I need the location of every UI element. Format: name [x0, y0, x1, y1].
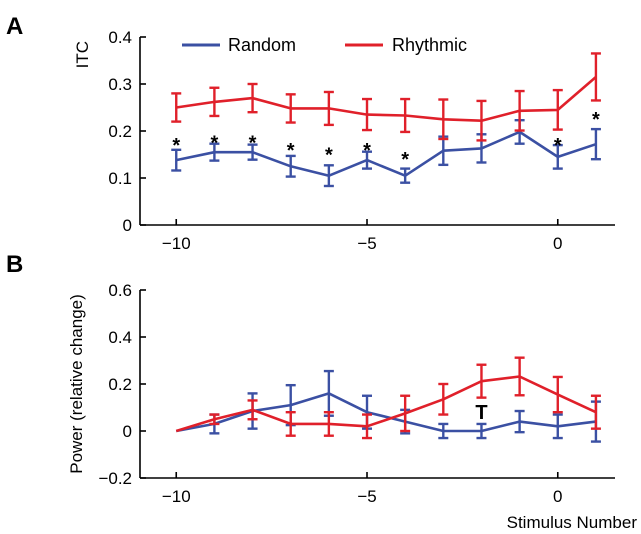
- annotation: *: [554, 135, 562, 157]
- annotation: *: [210, 133, 218, 155]
- series-line: [175, 130, 597, 177]
- y-tick-label: 0.4: [108, 328, 132, 347]
- y-tick-label: 0.6: [108, 281, 132, 300]
- series-rhythmic: [171, 52, 601, 142]
- y-tick-label: 0: [123, 422, 132, 441]
- y-tick-label: 0.2: [108, 122, 132, 141]
- x-tick-label: −10: [162, 234, 191, 253]
- panel-b: −0.2 0 0.2 0.4 0.6 −10 −5 0 Power (relative chan…: [67, 281, 637, 532]
- x-tick-label: 0: [553, 234, 562, 253]
- x-axis-title: Stimulus Number: [507, 513, 638, 532]
- y-tick-label: 0: [123, 216, 132, 235]
- x-tick-label: 0: [553, 487, 562, 506]
- series-random: [171, 118, 601, 188]
- annotation: *: [287, 140, 295, 162]
- y-tick-label: 0.4: [108, 28, 132, 47]
- y-axis-title: ITC: [73, 41, 92, 68]
- legend-label: Random: [228, 35, 296, 55]
- panel-letter-b: B: [6, 251, 23, 278]
- annotation: *: [363, 140, 371, 162]
- annotation: *: [172, 135, 180, 157]
- series-line: [176, 76, 597, 122]
- panel-a: 0 0.1 0.2 0.3 0.4 −10 −5 0 ITC * * * * * * * * * Random Rhy…: [73, 28, 615, 253]
- x-tick-label: −5: [357, 234, 376, 253]
- series-random: [175, 369, 601, 443]
- annotation: *: [592, 109, 600, 131]
- y-tick-label: 0.3: [108, 75, 132, 94]
- annotation: *: [249, 133, 257, 155]
- y-tick-label: −0.2: [98, 469, 132, 488]
- x-tick-label: −5: [357, 487, 376, 506]
- series-line: [175, 375, 597, 433]
- x-tick-label: −10: [162, 487, 191, 506]
- y-tick-label: 0.2: [108, 375, 132, 394]
- legend-label: Rhythmic: [392, 35, 467, 55]
- legend: Random Rhythmic: [182, 35, 467, 55]
- y-axis-title: Power (relative change): [67, 294, 86, 474]
- panel-letter-a: A: [6, 13, 23, 40]
- series-line: [175, 392, 597, 433]
- series-rhythmic: [175, 356, 601, 440]
- annotation: T: [475, 402, 487, 424]
- y-tick-label: 0.1: [108, 169, 132, 188]
- annotation: *: [325, 144, 333, 166]
- annotation: *: [401, 149, 409, 171]
